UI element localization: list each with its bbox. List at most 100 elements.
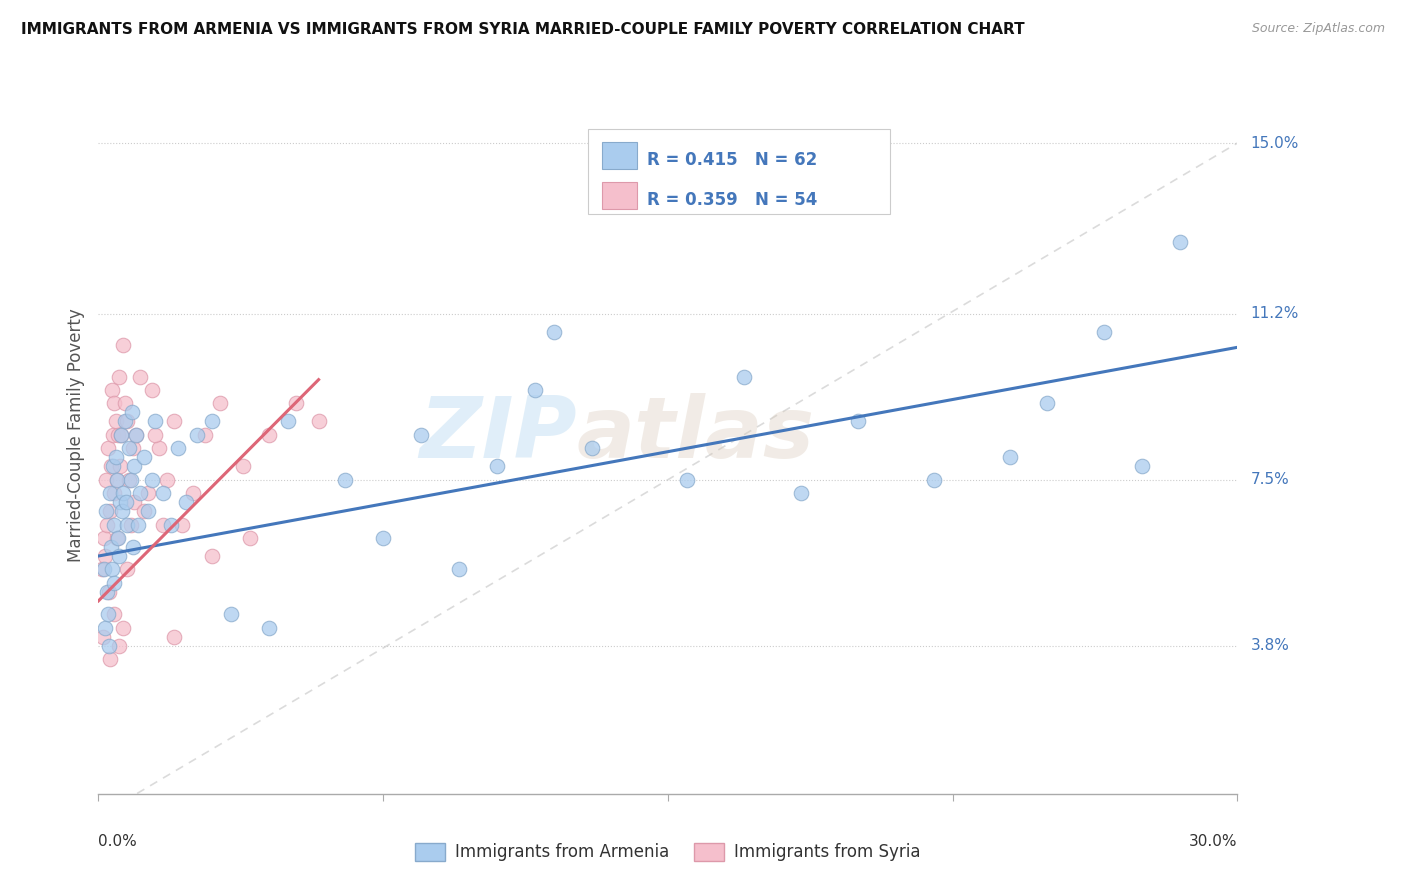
Point [100, 459, 122, 474]
Point [129, 486, 152, 500]
Point [486, 459, 509, 474]
Text: atlas: atlas [576, 393, 815, 476]
Point [259, 428, 281, 442]
Point [208, 396, 231, 410]
Point [112, 621, 135, 635]
Point [733, 369, 755, 384]
Point [790, 486, 813, 500]
Point [112, 338, 135, 352]
Point [152, 517, 174, 532]
Point [524, 383, 547, 397]
Point [105, 473, 128, 487]
Point [371, 531, 394, 545]
Point [98, 652, 121, 666]
Point [115, 414, 138, 428]
Point [103, 396, 125, 410]
Point [100, 383, 122, 397]
Point [141, 383, 163, 397]
Point [411, 428, 433, 442]
Point [94, 549, 117, 563]
Point [98, 504, 121, 518]
Point [998, 450, 1021, 465]
Text: 3.8%: 3.8% [1250, 639, 1289, 653]
Point [308, 414, 330, 428]
Point [1132, 459, 1154, 474]
Point [110, 428, 132, 442]
Point [129, 369, 152, 384]
Point [124, 495, 146, 509]
Point [676, 473, 699, 487]
Point [1036, 396, 1059, 410]
Text: 7.5%: 7.5% [1250, 472, 1289, 487]
Point [91, 562, 114, 576]
Point [581, 442, 603, 456]
Point [112, 486, 135, 500]
Legend: Immigrants from Armenia, Immigrants from Syria: Immigrants from Armenia, Immigrants from… [408, 836, 928, 868]
Point [98, 486, 121, 500]
Point [1170, 235, 1192, 249]
Point [96, 585, 118, 599]
Point [277, 414, 299, 428]
Point [183, 486, 205, 500]
Point [107, 531, 129, 545]
Point [922, 473, 945, 487]
Point [103, 486, 125, 500]
Point [115, 562, 138, 576]
Point [108, 369, 131, 384]
Point [103, 607, 125, 622]
Point [110, 459, 132, 474]
Point [107, 531, 129, 545]
Point [1094, 325, 1116, 339]
Point [121, 405, 143, 419]
Point [284, 396, 307, 410]
Point [108, 549, 131, 563]
Text: 0.0%: 0.0% [98, 834, 138, 849]
Point [121, 442, 143, 456]
Point [104, 450, 127, 465]
Point [136, 486, 159, 500]
Point [259, 621, 281, 635]
Point [132, 450, 155, 465]
Point [104, 414, 127, 428]
Point [114, 414, 136, 428]
Point [96, 517, 118, 532]
Point [91, 630, 114, 644]
Point [110, 428, 132, 442]
Point [107, 473, 129, 487]
Point [159, 517, 181, 532]
Point [100, 540, 122, 554]
Point [156, 473, 179, 487]
Point [141, 473, 163, 487]
Point [101, 459, 124, 474]
Point [115, 517, 138, 532]
Point [94, 473, 117, 487]
Text: 15.0%: 15.0% [1250, 136, 1299, 151]
Point [163, 630, 186, 644]
Point [125, 428, 148, 442]
Text: 11.2%: 11.2% [1250, 306, 1299, 321]
Point [201, 549, 224, 563]
Point [846, 414, 869, 428]
Point [114, 396, 136, 410]
Text: R = 0.415   N = 62: R = 0.415 N = 62 [647, 151, 817, 169]
Point [447, 562, 470, 576]
Point [118, 473, 141, 487]
Point [94, 504, 117, 518]
Point [136, 504, 159, 518]
Point [124, 459, 146, 474]
Point [335, 473, 357, 487]
Point [98, 639, 121, 653]
Point [103, 517, 125, 532]
Point [107, 428, 129, 442]
Point [132, 504, 155, 518]
Point [98, 585, 121, 599]
Point [121, 540, 143, 554]
Point [239, 531, 262, 545]
Point [148, 442, 170, 456]
Point [93, 562, 115, 576]
Point [145, 428, 167, 442]
Point [186, 428, 208, 442]
Y-axis label: Married-Couple Family Poverty: Married-Couple Family Poverty [66, 308, 84, 562]
Point [152, 486, 174, 500]
Point [120, 517, 142, 532]
